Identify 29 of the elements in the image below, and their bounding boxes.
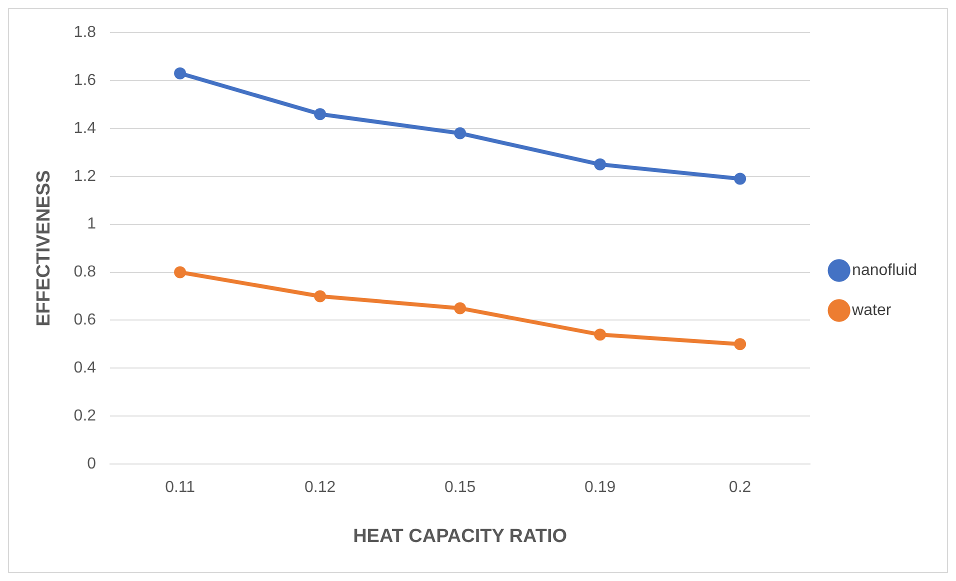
x-tick-label: 0.2 [728,479,752,496]
point [174,67,186,80]
x-tick-label: 0.19 [584,479,616,496]
point [594,328,606,341]
y-tick-label: 0.2 [74,407,96,424]
point [734,172,746,185]
y-tick-label: 1 [87,216,96,233]
y-tick-label: 1.8 [74,24,96,42]
point [454,302,466,314]
point [594,158,606,170]
point [734,338,746,350]
legend-label: water [851,302,892,319]
point [174,266,186,278]
y-tick-label: 0.6 [74,312,96,329]
point [314,290,326,302]
point [454,127,466,140]
y-tick-label: 1.6 [74,72,96,89]
y-tick-label: 0 [87,455,96,472]
x-tick-label: 0.12 [304,479,336,496]
y-tick-label: 0.8 [74,264,96,281]
x-tick-label: 0.11 [165,479,196,496]
x-tick-label: 0.15 [444,479,476,496]
x-axis-title: HEAT CAPACITY RATIO [353,526,568,547]
point [314,108,326,120]
y-tick-label: 1.4 [74,120,96,137]
y-tick-label: 1.2 [74,168,96,185]
y-tick-label: 0.4 [74,360,96,377]
legend-label: nanofluid [852,262,918,279]
y-axis-title: EFFECTIVENESS [34,170,55,326]
